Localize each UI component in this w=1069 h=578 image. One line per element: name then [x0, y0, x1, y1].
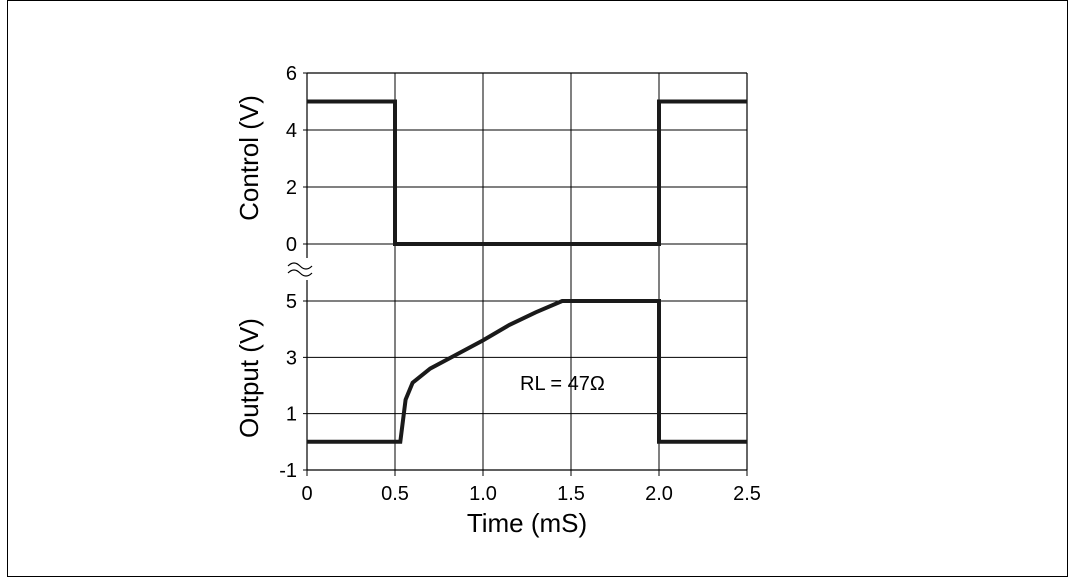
axis-break-wave [287, 262, 313, 270]
x-tick-label: 0 [301, 483, 312, 505]
series-layer [307, 99, 747, 444]
control-y-tick-label: 6 [286, 63, 297, 85]
axis-break-icon [287, 262, 313, 277]
figure-frame [7, 0, 1068, 577]
grid: 0 0.5 1.0 1.5 2.0 2.5 6 4 2 0 5 3 1 -1 [279, 63, 761, 505]
x-tick-label: 2.5 [733, 483, 761, 505]
output-series-line [307, 299, 747, 444]
control-y-axis-label: Control (V) [234, 95, 264, 221]
output-y-axis-label: Output (V) [234, 318, 264, 438]
output-y-tick-label: -1 [279, 460, 297, 482]
load-resistance-annotation: RL = 47Ω [520, 373, 605, 395]
x-tick-label: 1.5 [557, 483, 585, 505]
x-tick-label: 0.5 [381, 483, 409, 505]
control-series-line [307, 99, 747, 246]
output-y-tick-label: 1 [286, 404, 297, 426]
axis-break-wave [287, 269, 313, 277]
control-y-tick-label: 0 [286, 234, 297, 256]
control-y-tick-label: 2 [286, 177, 297, 199]
output-y-tick-label: 3 [286, 347, 297, 369]
output-y-tick-label: 5 [286, 291, 297, 313]
x-axis-label: Time (mS) [467, 508, 587, 538]
x-tick-label: 2.0 [645, 483, 673, 505]
control-y-tick-label: 4 [286, 120, 297, 142]
x-tick-label: 1.0 [469, 483, 497, 505]
